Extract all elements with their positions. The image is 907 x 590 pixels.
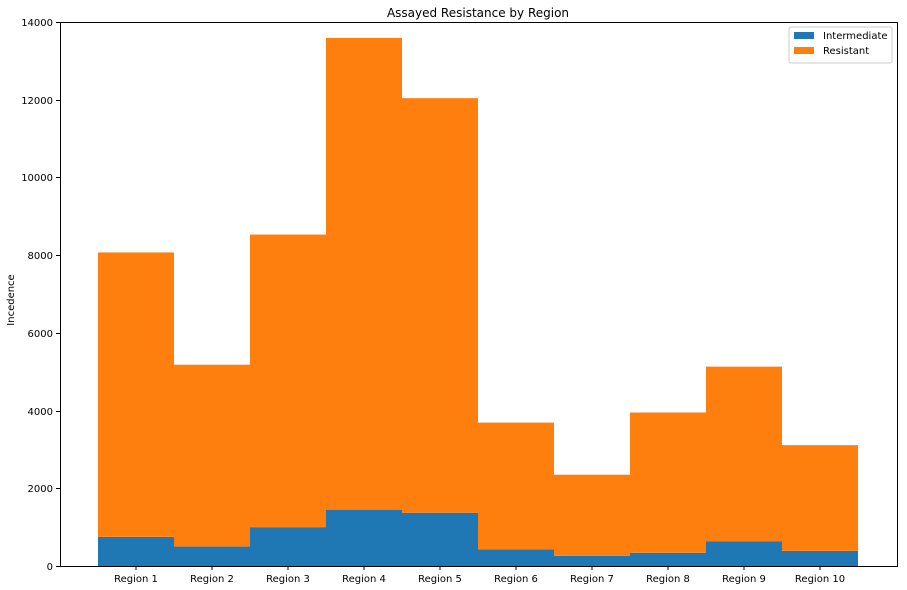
bar-resistant-7 (554, 474, 630, 556)
y-tick-label: 10000 (21, 173, 53, 184)
legend: Intermediate Resistant (788, 26, 893, 64)
legend-swatch-intermediate (794, 32, 814, 39)
legend-label-resistant: Resistant (823, 46, 869, 57)
x-tick-label: Region 3 (266, 574, 310, 585)
y-tick-label: 12000 (21, 96, 53, 107)
y-axis-label: Incedence (6, 274, 17, 325)
legend-label-intermediate: Intermediate (823, 31, 888, 42)
legend-swatch-resistant (794, 47, 814, 54)
bar-resistant-3 (250, 234, 326, 528)
x-tick-label: Region 6 (494, 574, 538, 585)
x-tick-label: Region 8 (646, 574, 690, 585)
x-tick-label: Region 4 (342, 574, 386, 585)
y-tick-label: 2000 (28, 484, 53, 495)
legend-box (788, 26, 893, 64)
x-tick-label: Region 5 (418, 574, 462, 585)
bar-intermediate-9 (706, 541, 782, 566)
y-tick-label: 4000 (28, 407, 53, 418)
bar-intermediate-1 (98, 536, 174, 566)
bar-intermediate-3 (250, 527, 326, 566)
bar-resistant-8 (630, 412, 706, 553)
x-tick-label: Region 2 (190, 574, 234, 585)
bar-resistant-5 (402, 98, 478, 513)
y-tick-label: 0 (47, 562, 53, 573)
y-tick-label: 14000 (21, 18, 53, 29)
bar-resistant-6 (478, 422, 554, 550)
bar-intermediate-5 (402, 512, 478, 566)
bar-resistant-9 (706, 366, 782, 542)
bars-group (98, 37, 858, 566)
bar-resistant-10 (782, 445, 858, 551)
y-tick-label: 6000 (28, 329, 53, 340)
bar-intermediate-4 (326, 509, 402, 566)
bar-resistant-4 (326, 37, 402, 510)
x-tick-label: Region 1 (114, 574, 158, 585)
bar-intermediate-2 (174, 546, 250, 566)
bar-resistant-2 (174, 364, 250, 547)
y-tick-label: 8000 (28, 251, 53, 262)
chart-title: Assayed Resistance by Region (387, 6, 569, 20)
bar-intermediate-6 (478, 549, 554, 566)
bar-resistant-1 (98, 252, 174, 537)
x-tick-label: Region 9 (722, 574, 766, 585)
bar-intermediate-7 (554, 555, 630, 566)
x-tick-label: Region 10 (795, 574, 845, 585)
axes-group: 0 2000 4000 6000 8000 10000 12000 14000 Region 1… (21, 18, 898, 585)
bar-intermediate-10 (782, 550, 858, 566)
plot-frame (60, 22, 898, 567)
x-tick-label: Region 7 (570, 574, 614, 585)
bar-intermediate-8 (630, 552, 706, 566)
